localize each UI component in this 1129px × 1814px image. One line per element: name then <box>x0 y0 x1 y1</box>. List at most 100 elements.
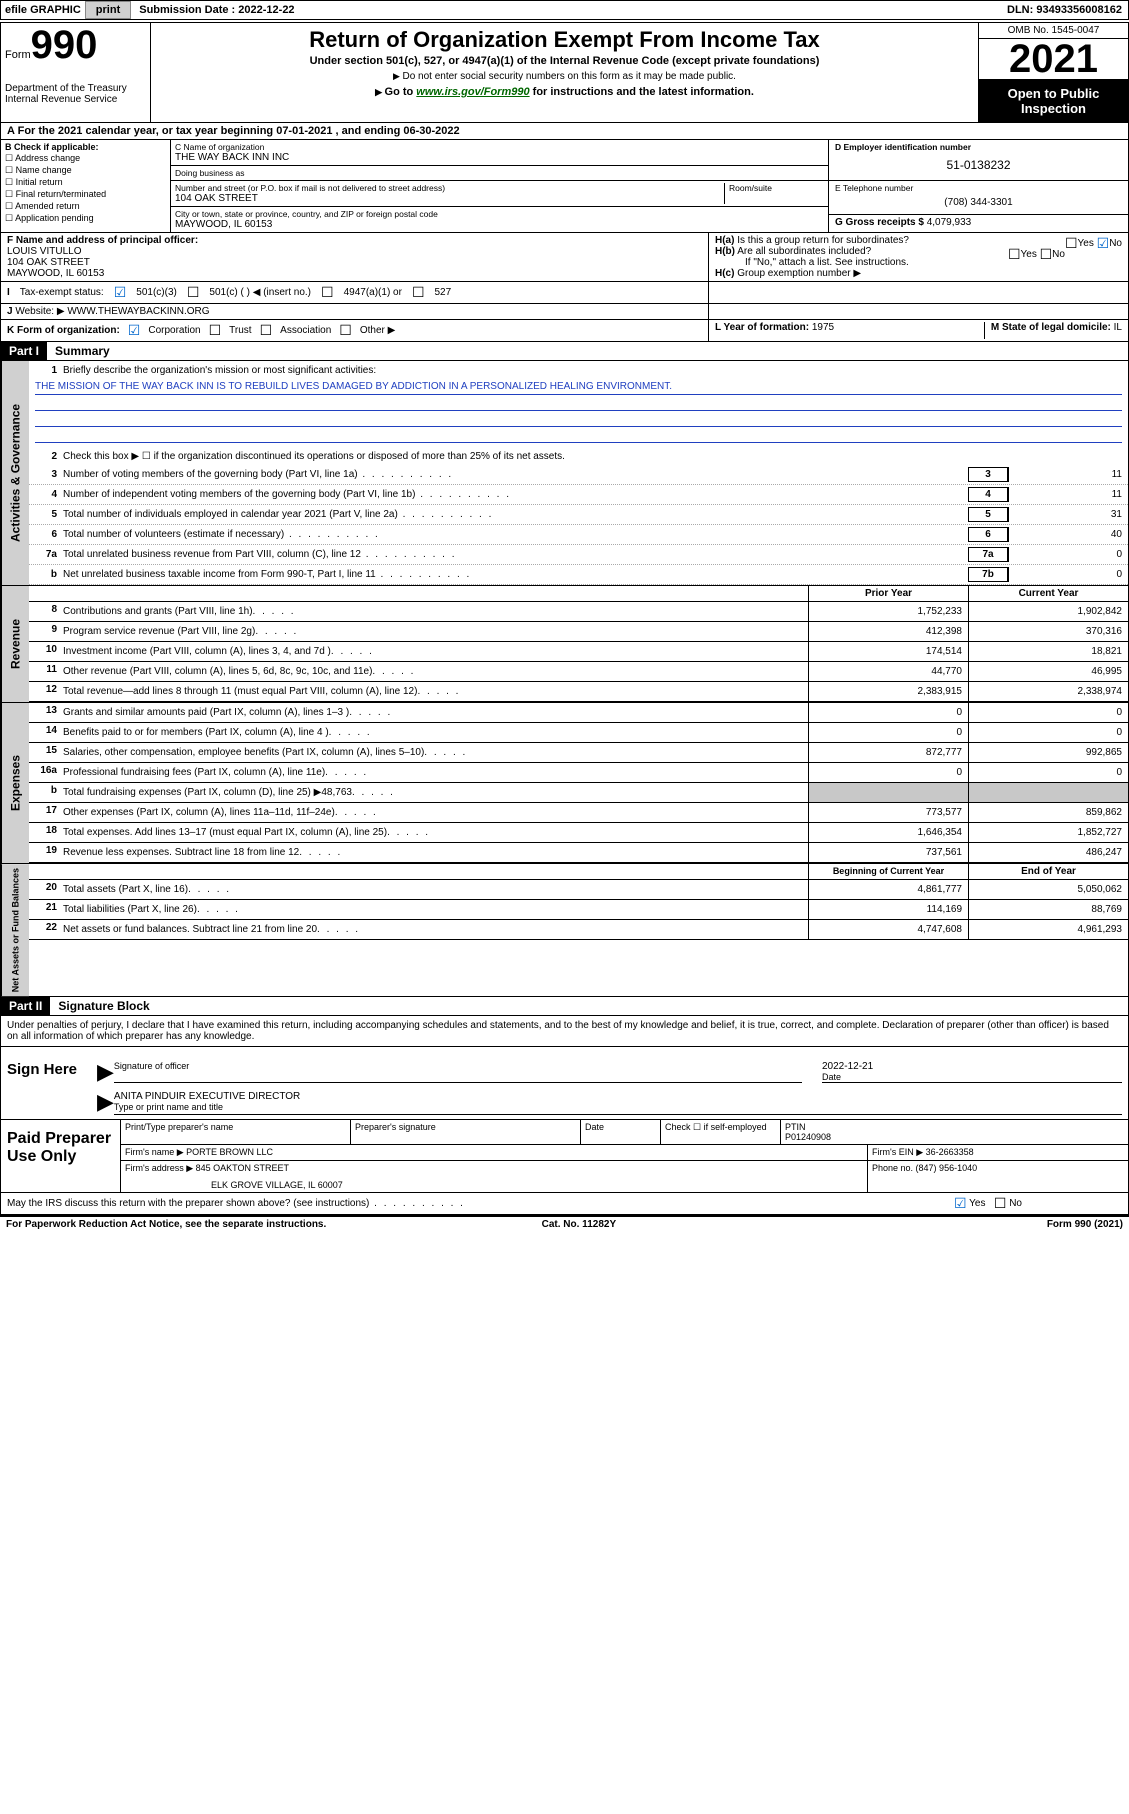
row-f-h: F Name and address of principal officer:… <box>1 233 1128 282</box>
net-assets-section: Net Assets or Fund Balances Beginning of… <box>1 863 1128 997</box>
mission-text: THE MISSION OF THE WAY BACK INN IS TO RE… <box>35 381 1122 395</box>
firm-ein-lbl: Firm's EIN ▶ <box>872 1147 926 1157</box>
dln-val: 93493356008162 <box>1036 4 1122 16</box>
form-title: Return of Organization Exempt From Incom… <box>157 27 972 53</box>
opt-4947: 4947(a)(1) or <box>344 287 402 298</box>
addr-lbl: Number and street (or P.O. box if mail i… <box>175 183 724 193</box>
chk-name-change[interactable]: Name change <box>5 165 166 176</box>
signature-fields: ▶ Signature of officer 2022-12-21 Date ▶… <box>91 1047 1128 1119</box>
goto-prefix: Go to <box>385 86 417 98</box>
prior-year-hdr: Prior Year <box>808 586 968 601</box>
paid-preparer-row: Paid Preparer Use Only Print/Type prepar… <box>1 1119 1128 1192</box>
hb-no-box[interactable] <box>1040 249 1053 260</box>
fin-line-12: 12Total revenue—add lines 8 through 11 (… <box>29 682 1128 702</box>
website-url[interactable]: WWW.THEWAYBACKINN.ORG <box>67 306 209 317</box>
j-right-blank <box>708 304 1128 319</box>
org-name: THE WAY BACK INN INC <box>175 152 824 163</box>
chk-initial-return[interactable]: Initial return <box>5 177 166 188</box>
tax-period: A For the 2021 calendar year, or tax yea… <box>1 123 1128 140</box>
revenue-section: Revenue Prior Year Current Year 8Contrib… <box>1 586 1128 702</box>
prep-date-hdr: Date <box>581 1120 661 1144</box>
trust-box[interactable] <box>209 322 222 339</box>
instructions-line: Go to www.irs.gov/Form990 for instructio… <box>157 86 972 98</box>
print-button[interactable]: print <box>85 1 131 19</box>
mission-blank-3 <box>35 429 1122 443</box>
col-b: B Check if applicable: Address change Na… <box>1 140 171 232</box>
hb-yes-box[interactable] <box>1008 249 1021 260</box>
year-formation: 1975 <box>812 322 834 333</box>
header-middle: Return of Organization Exempt From Incom… <box>151 23 978 122</box>
expenses-tab: Expenses <box>1 703 29 863</box>
self-employed-hdr[interactable]: Check ☐ if self-employed <box>661 1120 781 1144</box>
expenses-rows: 13Grants and similar amounts paid (Part … <box>29 703 1128 863</box>
chk-amended[interactable]: Amended return <box>5 201 166 212</box>
f-label: F Name and address of principal officer: <box>7 235 702 246</box>
irs-link[interactable]: www.irs.gov/Form990 <box>416 86 529 98</box>
other-box[interactable] <box>339 322 352 339</box>
chk-address-change[interactable]: Address change <box>5 153 166 164</box>
gov-line-7b: bNet unrelated business taxable income f… <box>29 565 1128 585</box>
gov-line-3: 3Number of voting members of the governi… <box>29 465 1128 485</box>
row-i: I Tax-exempt status: 501(c)(3) 501(c) ( … <box>1 282 1128 304</box>
firm-phone: (847) 956-1040 <box>916 1163 978 1173</box>
gross-receipts: 4,079,933 <box>927 217 972 228</box>
paperwork-notice: For Paperwork Reduction Act Notice, see … <box>6 1219 326 1230</box>
discuss-row: May the IRS discuss this return with the… <box>1 1192 1128 1215</box>
fin-line-19: 19Revenue less expenses. Subtract line 1… <box>29 843 1128 863</box>
fin-line-8: 8Contributions and grants (Part VIII, li… <box>29 602 1128 622</box>
sig-arrow-1: ▶ <box>97 1061 114 1083</box>
expenses-section: Expenses 13Grants and similar amounts pa… <box>1 702 1128 863</box>
officer-addr1: 104 OAK STREET <box>7 257 702 268</box>
street-address: 104 OAK STREET <box>175 193 724 204</box>
527-box[interactable] <box>412 284 425 301</box>
part1-title: Summary <box>47 342 118 360</box>
period-text: For the 2021 calendar year, or tax year … <box>18 125 460 137</box>
firm-addr2: ELK GROVE VILLAGE, IL 60007 <box>125 1174 863 1190</box>
form-subtitle: Under section 501(c), 527, or 4947(a)(1)… <box>157 55 972 67</box>
discuss-no-box[interactable] <box>994 1198 1007 1209</box>
sig-officer-lbl: Signature of officer <box>114 1061 802 1071</box>
submission-date-label: Submission Date : 2022-12-22 <box>135 4 298 16</box>
501c3-box[interactable] <box>114 284 127 301</box>
discuss-yes-box[interactable] <box>954 1198 967 1209</box>
501c-box[interactable] <box>187 284 200 301</box>
website-lbl: Website: ▶ <box>15 306 64 317</box>
chk-app-pending[interactable]: Application pending <box>5 213 166 224</box>
assoc-box[interactable] <box>260 322 273 339</box>
telephone: (708) 344-3301 <box>835 193 1122 212</box>
ha-no: No <box>1109 238 1122 249</box>
fin-line-9: 9Program service revenue (Part VIII, lin… <box>29 622 1128 642</box>
4947-box[interactable] <box>321 284 334 301</box>
hb-yes: Yes <box>1021 249 1037 260</box>
org-name-lbl: C Name of organization <box>175 142 824 152</box>
col-c: C Name of organization THE WAY BACK INN … <box>171 140 828 232</box>
gov-line-7a: 7aTotal unrelated business revenue from … <box>29 545 1128 565</box>
preparer-grid: Print/Type preparer's name Preparer's si… <box>121 1120 1128 1192</box>
net-tab: Net Assets or Fund Balances <box>1 864 29 996</box>
mission-lines: THE MISSION OF THE WAY BACK INN IS TO RE… <box>29 379 1128 447</box>
firm-name: PORTE BROWN LLC <box>186 1147 273 1157</box>
efile-label: efile GRAPHIC <box>1 4 85 16</box>
ha-no-box[interactable] <box>1097 238 1110 249</box>
opt-assoc: Association <box>280 325 331 336</box>
net-header: Beginning of Current Year End of Year <box>29 864 1128 880</box>
ha-question: Is this a group return for subordinates? <box>737 235 909 246</box>
city-lbl: City or town, state or province, country… <box>175 209 824 219</box>
fin-line-21: 21Total liabilities (Part X, line 26)114… <box>29 900 1128 920</box>
gov-line-4: 4Number of independent voting members of… <box>29 485 1128 505</box>
discuss-no: No <box>1009 1198 1022 1209</box>
officer-signature-line[interactable]: Signature of officer <box>114 1061 802 1083</box>
chk-final-return[interactable]: Final return/terminated <box>5 189 166 200</box>
ha-yes-box[interactable] <box>1065 238 1078 249</box>
revenue-tab: Revenue <box>1 586 29 702</box>
hb-no: No <box>1052 249 1065 260</box>
gov-line-5: 5Total number of individuals employed in… <box>29 505 1128 525</box>
discuss-yes: Yes <box>969 1198 985 1209</box>
gross-lbl: G Gross receipts $ <box>835 217 927 228</box>
corp-box[interactable] <box>128 322 141 339</box>
ein-lbl: D Employer identification number <box>835 142 1122 152</box>
part2-header-row: Part II Signature Block <box>1 997 1128 1016</box>
state-domicile: IL <box>1114 322 1122 333</box>
net-rows: 20Total assets (Part X, line 16)4,861,77… <box>29 880 1128 940</box>
firm-name-lbl: Firm's name ▶ <box>125 1147 186 1157</box>
